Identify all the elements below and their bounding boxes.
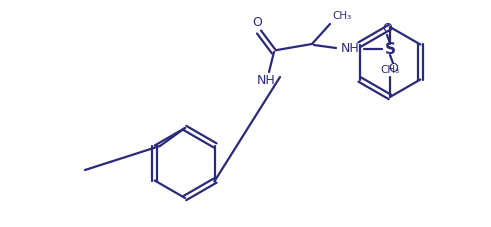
Text: O: O	[382, 22, 392, 35]
Text: S: S	[384, 42, 395, 57]
Text: NH: NH	[257, 74, 275, 86]
Text: O: O	[388, 62, 398, 76]
Text: O: O	[252, 16, 262, 29]
Text: CH₃: CH₃	[381, 65, 400, 75]
Text: NH: NH	[341, 42, 359, 55]
Text: CH₃: CH₃	[332, 11, 351, 21]
